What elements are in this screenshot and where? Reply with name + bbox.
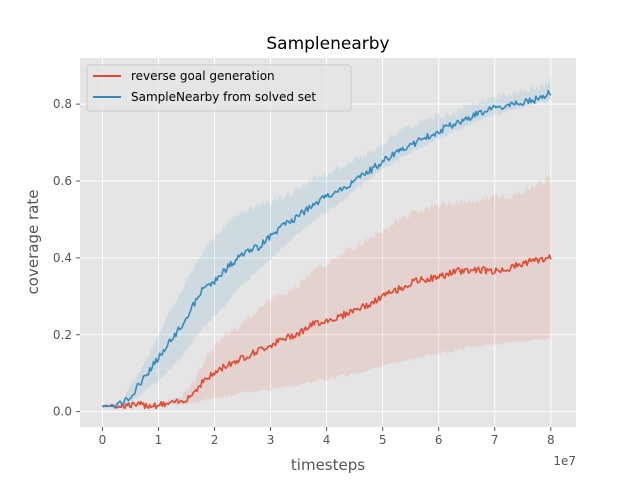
x-axis-ticks: 0 1 2 3 4 5 6 7 8 (99, 427, 555, 447)
x-tick-label: 8 (547, 433, 555, 447)
grid (80, 58, 576, 427)
x-tick-label: 1 (155, 433, 163, 447)
band-0 (102, 174, 551, 409)
x-axis-offset-label: 1e7 (553, 454, 576, 468)
x-tick-label: 2 (211, 433, 219, 447)
x-tick-label: 5 (379, 433, 387, 447)
y-axis-title: coverage rate (24, 190, 42, 295)
legend-label-samplenearby: SampleNearby from solved set (131, 90, 316, 104)
x-tick-label: 3 (267, 433, 275, 447)
x-axis-title: timesteps (291, 456, 365, 474)
plot-area (80, 58, 576, 427)
y-tick-label: 0.2 (53, 328, 72, 342)
series-lines (101, 89, 552, 410)
band-1 (102, 77, 551, 410)
series-line-0 (102, 253, 552, 410)
y-tick-label: 0.4 (53, 251, 72, 265)
legend-label-reverse-goal-generation: reverse goal generation (131, 69, 275, 83)
legend: reverse goal generation SampleNearby fro… (86, 64, 352, 112)
chart-title: Samplenearby (266, 34, 389, 54)
confidence-bands (102, 77, 551, 410)
legend-box (86, 64, 352, 112)
y-tick-label: 0.0 (53, 405, 72, 419)
series-line-1 (101, 89, 552, 409)
x-tick-label: 4 (323, 433, 331, 447)
x-tick-label: 6 (435, 433, 443, 447)
x-tick-label: 7 (491, 433, 499, 447)
y-axis-ticks: 0.0 0.2 0.4 0.6 0.8 (53, 97, 80, 419)
x-tick-label: 0 (99, 433, 107, 447)
y-tick-label: 0.6 (53, 174, 72, 188)
y-tick-label: 0.8 (53, 97, 72, 111)
